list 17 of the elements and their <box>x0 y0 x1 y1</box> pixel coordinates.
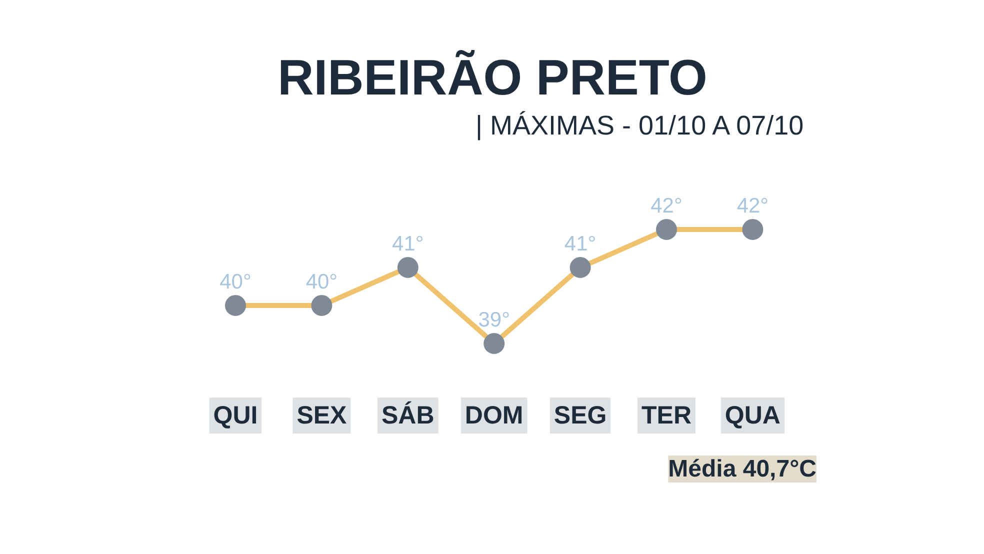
data-label: 41° <box>392 232 424 256</box>
data-label: 41° <box>564 232 596 256</box>
data-label: 40° <box>306 270 338 294</box>
x-tick-label: TER <box>642 402 692 430</box>
data-label: 42° <box>736 194 769 218</box>
data-label: 42° <box>650 194 682 218</box>
chart-subtitle: | MÁXIMAS - 01/10 A 07/10 <box>476 110 804 140</box>
data-label: 39° <box>478 308 510 332</box>
x-tick-label: SEX <box>296 402 348 430</box>
x-tick-label: QUI <box>213 402 258 430</box>
chart-title: RIBEIRÃO PRETO <box>278 50 708 106</box>
data-label: 40° <box>220 270 252 294</box>
x-tick-label: SEG <box>554 402 607 430</box>
text: Média 40,7°C <box>668 456 817 482</box>
x-tick-label: DOM <box>464 402 524 430</box>
x-tick-label: QUA <box>724 402 780 430</box>
x-tick-label: SÁB <box>382 400 434 430</box>
